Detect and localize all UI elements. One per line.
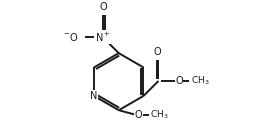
- Text: O: O: [175, 76, 183, 86]
- Text: $^{-}$O: $^{-}$O: [63, 31, 78, 43]
- Text: CH$_3$: CH$_3$: [191, 75, 209, 87]
- Text: O: O: [154, 47, 161, 57]
- Text: N$^+$: N$^+$: [95, 30, 110, 44]
- Text: N: N: [90, 91, 98, 101]
- Text: O: O: [100, 2, 108, 12]
- Text: CH$_3$: CH$_3$: [150, 109, 169, 121]
- Text: O: O: [135, 110, 142, 120]
